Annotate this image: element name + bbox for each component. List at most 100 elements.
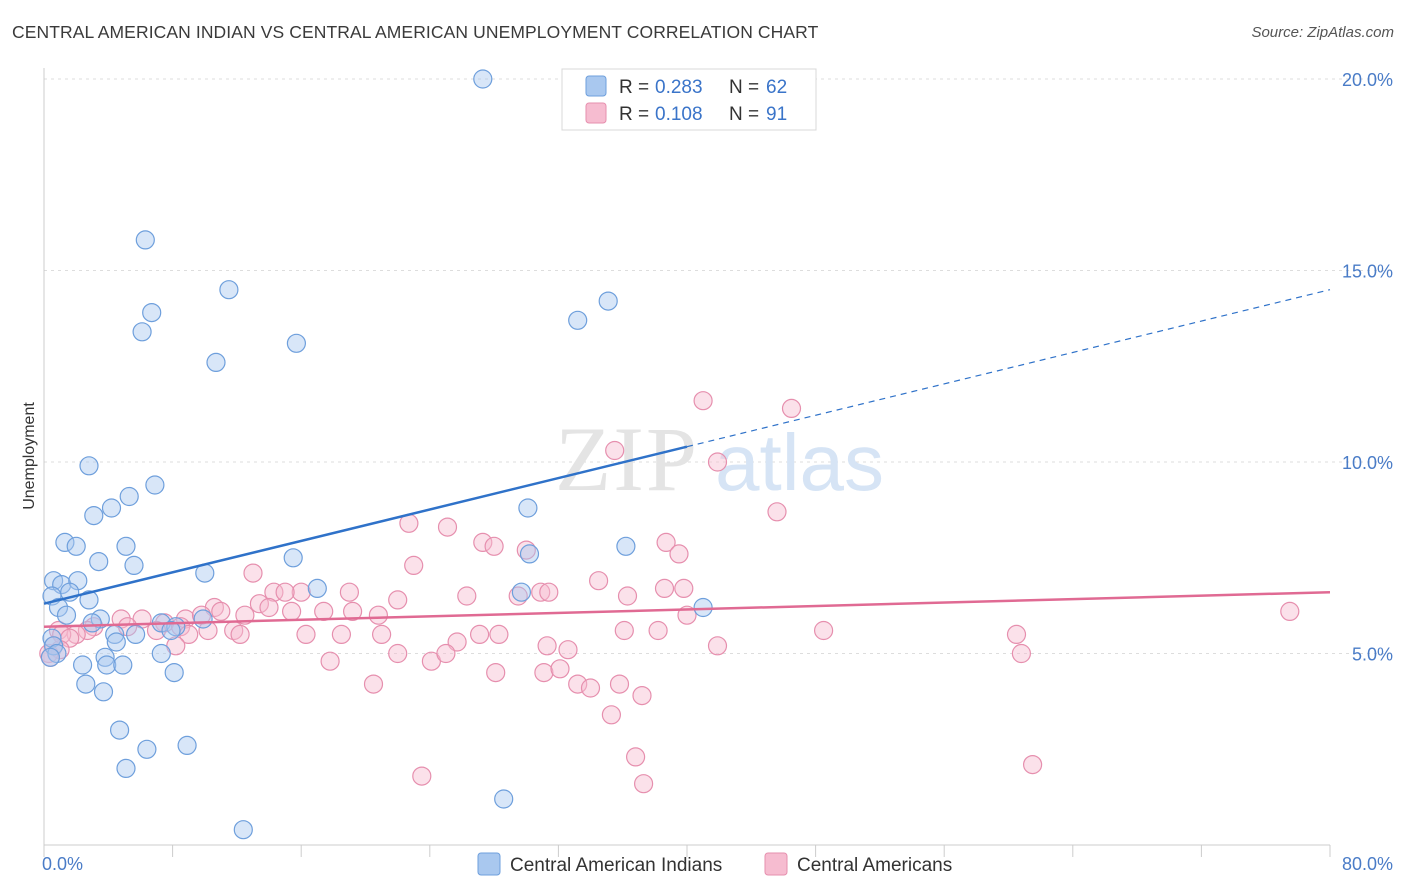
pink-point-83 <box>609 674 630 694</box>
x-tick-0: 0.0% <box>42 854 83 874</box>
series-legend: Central American Indians Central America… <box>477 852 952 876</box>
blue-point-51 <box>97 655 117 675</box>
legend-swatch-central-american-indians <box>477 852 501 876</box>
pink-point-24 <box>617 586 638 606</box>
pink-point-4 <box>767 502 787 522</box>
pink-point-62 <box>614 620 634 641</box>
pink-point-31 <box>343 601 363 622</box>
blue-point-10 <box>145 475 165 495</box>
blue-point-13 <box>84 505 104 526</box>
pink-point-9 <box>656 532 676 553</box>
pink-point-78 <box>486 662 506 683</box>
pink-point-77 <box>320 651 340 671</box>
pink-point-32 <box>368 605 388 625</box>
pink-r-label: R = <box>619 104 649 125</box>
blue-point-17 <box>116 536 136 556</box>
central-americans-points <box>39 391 1300 794</box>
pink-point-63 <box>648 620 668 641</box>
pink-point-18 <box>388 590 408 610</box>
pink-point-53 <box>230 624 250 645</box>
pink-point-26 <box>674 578 694 599</box>
pink-point-59 <box>489 624 509 645</box>
blue-point-42 <box>42 628 62 648</box>
pink-point-60 <box>537 636 557 656</box>
pink-point-12 <box>243 563 263 583</box>
pink-point-74 <box>388 643 408 664</box>
pink-point-76 <box>436 643 456 664</box>
blue-point-55 <box>93 682 114 702</box>
blue-trend-extension <box>686 289 1331 448</box>
blue-point-38 <box>193 609 213 629</box>
blue-point-61 <box>233 820 253 840</box>
pink-point-20 <box>508 586 528 606</box>
watermark-atlas: atlas <box>715 418 884 507</box>
y-tick-labels: 5.0% 10.0% 15.0% 20.0% <box>1342 70 1393 665</box>
pink-point-17 <box>275 582 295 602</box>
blue-point-11 <box>119 486 139 507</box>
pink-n-label: N = <box>729 104 759 125</box>
pink-point-10 <box>669 544 689 564</box>
central-american-indians-points <box>40 69 713 840</box>
pink-point-66 <box>1006 624 1027 645</box>
pink-point-13 <box>404 555 424 576</box>
pink-point-88 <box>412 766 432 786</box>
blue-point-60 <box>494 789 514 809</box>
pink-point-30 <box>314 601 334 622</box>
pink-point-56 <box>372 624 392 645</box>
pink-point-8 <box>516 540 536 560</box>
pink-trend-line <box>43 590 1331 628</box>
grid-lines <box>44 78 1395 654</box>
pink-point-7 <box>473 532 493 553</box>
y-tick-5: 5.0% <box>1352 645 1393 665</box>
blue-point-18 <box>89 551 109 572</box>
y-tick-15: 15.0% <box>1342 262 1393 282</box>
blue-point-50 <box>72 655 93 675</box>
pink-point-58 <box>470 624 490 645</box>
blue-point-58 <box>177 735 197 756</box>
pink-point-2 <box>707 452 728 472</box>
pink-point-14 <box>291 582 311 602</box>
pink-point-55 <box>331 624 351 645</box>
blue-point-59 <box>116 758 136 779</box>
blue-point-19 <box>124 555 144 576</box>
pink-point-57 <box>447 632 467 652</box>
blue-point-8 <box>206 352 226 372</box>
watermark: ZIP atlas <box>555 408 884 510</box>
blue-point-56 <box>109 720 130 740</box>
pink-point-81 <box>568 674 588 694</box>
blue-r-value: 0.283 <box>655 77 703 98</box>
pink-point-85 <box>601 705 622 725</box>
blue-point-40 <box>126 624 146 645</box>
blue-point-4 <box>132 322 152 342</box>
pink-point-15 <box>339 582 359 602</box>
y-axis-label: Unemployment <box>21 402 38 510</box>
blue-point-14 <box>518 498 538 518</box>
pink-point-68 <box>707 636 728 656</box>
blue-point-31 <box>511 582 532 602</box>
pink-point-28 <box>259 597 279 618</box>
stats-legend: R = 0.283 N = 62 R = 0.108 N = 91 <box>561 68 817 131</box>
y-tick-10: 10.0% <box>1342 453 1393 473</box>
pink-point-54 <box>296 624 316 645</box>
blue-point-32 <box>48 597 69 618</box>
watermark-zip: ZIP <box>555 408 699 510</box>
pink-point-1 <box>781 398 802 418</box>
blue-point-47 <box>40 647 61 667</box>
chart-title: CENTRAL AMERICAN INDIAN VS CENTRAL AMERI… <box>12 22 819 42</box>
pink-point-84 <box>632 685 652 706</box>
pink-legend-swatch <box>585 102 607 124</box>
blue-point-5 <box>568 310 588 330</box>
blue-point-3 <box>142 303 162 323</box>
pink-point-25 <box>654 578 675 599</box>
blue-point-41 <box>161 620 181 641</box>
blue-point-22 <box>616 536 636 556</box>
pink-point-22 <box>539 582 559 602</box>
blue-point-30 <box>307 578 327 599</box>
blue-point-57 <box>137 739 157 759</box>
blue-point-43 <box>693 597 713 618</box>
y-tick-20: 20.0% <box>1342 70 1393 90</box>
pink-point-16 <box>264 582 284 602</box>
pink-point-91 <box>1280 601 1300 622</box>
pink-point-82 <box>580 678 601 698</box>
pink-point-89 <box>633 774 654 794</box>
